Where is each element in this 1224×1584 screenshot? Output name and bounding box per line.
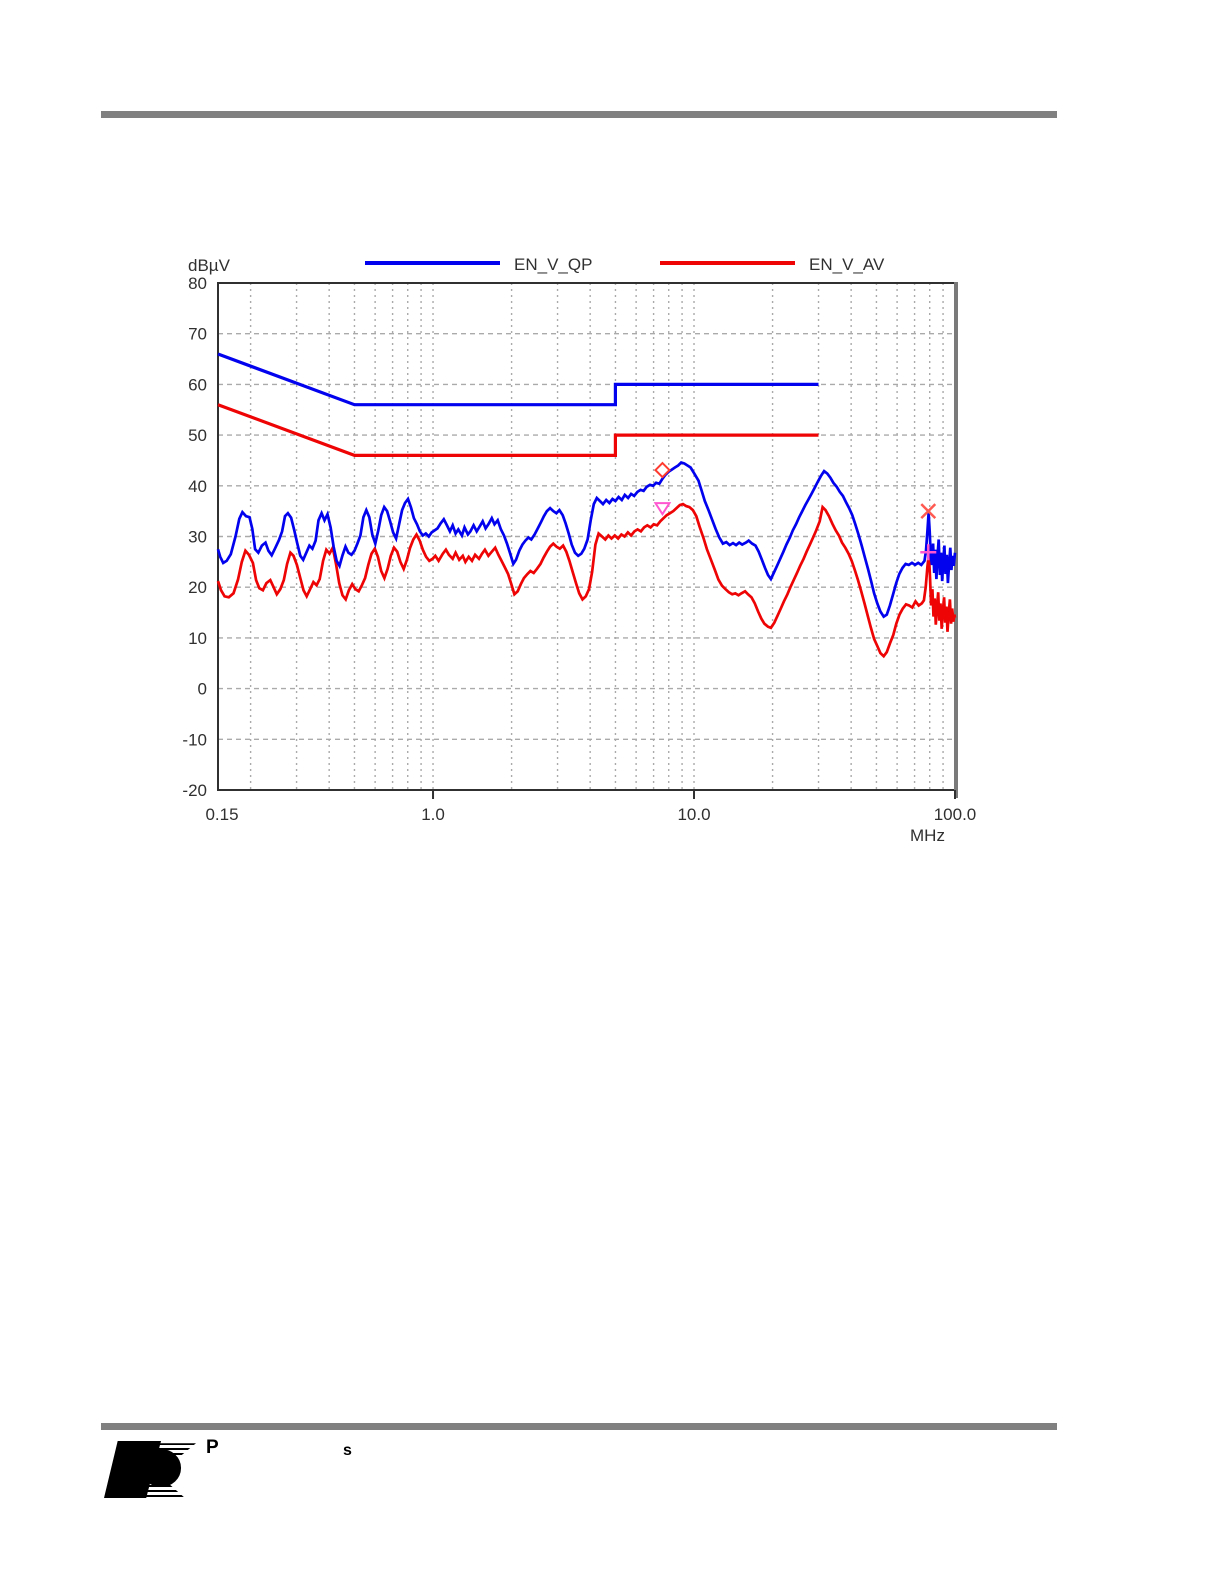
y-tick-label: 30 bbox=[188, 528, 207, 547]
logo-disk bbox=[140, 1448, 182, 1487]
bottom-rule bbox=[101, 1423, 1057, 1430]
y-tick-label: 60 bbox=[188, 375, 207, 394]
legend-qp-label: EN_V_QP bbox=[514, 255, 592, 274]
y-tick-label: 10 bbox=[188, 629, 207, 648]
y-tick-label: 50 bbox=[188, 426, 207, 445]
x-tick-label: 1.0 bbox=[421, 805, 445, 824]
y-tick-label: 70 bbox=[188, 325, 207, 344]
chart-plot-area: 0.15 1.0 10.0 100.0 80 70 60 50 40 30 20 10 0 -10 -20 bbox=[182, 274, 976, 824]
diamond-marker bbox=[654, 461, 671, 479]
plus-marker bbox=[920, 544, 937, 561]
power-integrations-logo bbox=[104, 1441, 196, 1498]
y-tick-label: 20 bbox=[188, 578, 207, 597]
y-tick-label: 40 bbox=[188, 477, 207, 496]
x-axis-unit-label: MHz bbox=[910, 826, 945, 845]
footer-letter-s: s bbox=[343, 1442, 352, 1459]
top-rule bbox=[101, 111, 1057, 118]
y-tick-label: 80 bbox=[188, 274, 207, 293]
legend: EN_V_QP EN_V_AV bbox=[365, 255, 885, 274]
footer-letter-p: P bbox=[206, 1437, 219, 1458]
x-tick-label: 0.15 bbox=[205, 805, 238, 824]
y-tick-label: -20 bbox=[182, 781, 207, 800]
EN_V_AV_limit-line bbox=[217, 403, 819, 457]
x-tick-label: 100.0 bbox=[934, 805, 977, 824]
y-axis-unit-label: dBµV bbox=[188, 256, 231, 275]
y-tick-label: -10 bbox=[182, 730, 207, 749]
triangle-down-marker bbox=[653, 502, 672, 516]
y-tick-label: 0 bbox=[198, 680, 207, 699]
emi-emissions-chart: 0.15 1.0 10.0 100.080706050403020100-10-20 … bbox=[182, 255, 976, 845]
EN_V_QP-trace bbox=[216, 460, 957, 619]
EN_V_AV-trace bbox=[216, 502, 957, 659]
legend-av-label: EN_V_AV bbox=[809, 255, 885, 274]
x-tick-label: 10.0 bbox=[677, 805, 710, 824]
EN_V_QP_limit-line bbox=[217, 352, 819, 407]
x-marker bbox=[920, 503, 937, 520]
